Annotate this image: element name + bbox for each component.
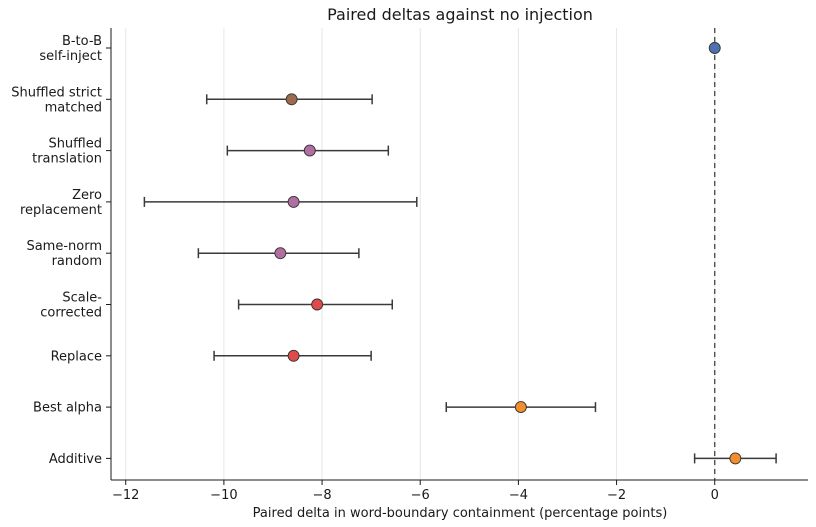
x-tick-label: −12	[112, 488, 139, 503]
data-point	[287, 349, 300, 362]
x-tick-label: −2	[607, 488, 626, 503]
x-ticks: −12 −10 −8 −6 −4 −2 0	[112, 480, 719, 503]
category-label: Best alpha	[33, 401, 102, 416]
points	[274, 42, 742, 465]
x-axis-label: Paired delta in word-boundary containmen…	[253, 506, 668, 521]
axes	[106, 28, 808, 481]
grid-lines	[125, 28, 716, 480]
x-tick-label: −8	[312, 488, 331, 503]
category-label: self-inject	[39, 49, 102, 64]
data-point	[303, 144, 316, 157]
x-tick-label: −10	[210, 488, 237, 503]
category-label: matched	[45, 100, 102, 115]
data-point	[708, 42, 721, 54]
data-point	[287, 195, 300, 208]
category-label: Additive	[49, 452, 102, 467]
category-label: Zero	[72, 188, 102, 203]
category-label: Replace	[51, 349, 102, 364]
category-label: corrected	[40, 306, 102, 321]
category-label: translation	[32, 152, 102, 167]
data-point	[514, 401, 527, 414]
x-tick-label: −6	[411, 488, 430, 503]
data-point	[311, 298, 324, 311]
data-point	[274, 247, 287, 260]
x-tick-label: 0	[711, 488, 719, 503]
category-label: replacement	[20, 203, 102, 218]
category-label: Same-norm	[26, 239, 102, 254]
category-label: Shuffled strict	[11, 85, 102, 100]
error-bars	[143, 94, 777, 464]
category-label: random	[52, 254, 102, 269]
x-tick-label: −4	[509, 488, 528, 503]
data-point	[285, 93, 298, 106]
category-label: Scale-	[62, 291, 102, 306]
category-label: Shuffled	[48, 137, 102, 152]
chart-title: Paired deltas against no injection	[327, 5, 593, 24]
category-label: B-to-B	[62, 34, 102, 49]
data-point	[729, 452, 742, 465]
